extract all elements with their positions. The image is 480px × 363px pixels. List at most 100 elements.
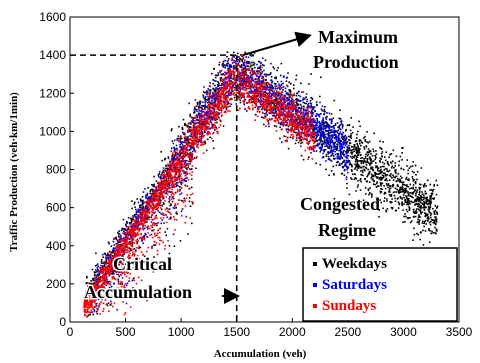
- scatter-point-weekdays: [435, 193, 438, 196]
- scatter-point-weekdays: [429, 206, 432, 208]
- scatter-point-saturdays: [344, 153, 346, 156]
- scatter-point-weekdays: [412, 209, 415, 211]
- scatter-point-weekdays: [381, 174, 384, 177]
- scatter-point-weekdays: [371, 174, 374, 177]
- scatter-point-weekdays: [423, 184, 426, 186]
- scatter-point-weekdays: [174, 191, 177, 194]
- scatter-point-weekdays: [425, 202, 428, 205]
- scatter-point-saturdays: [101, 253, 104, 256]
- scatter-point-weekdays: [288, 81, 290, 84]
- scatter-point-weekdays: [266, 81, 268, 84]
- scatter-point-weekdays: [239, 57, 241, 60]
- scatter-point-weekdays: [407, 197, 409, 200]
- scatter-point-weekdays: [420, 207, 422, 210]
- scatter-point-saturdays: [320, 138, 322, 140]
- scatter-point-saturdays: [278, 84, 281, 87]
- scatter-point-saturdays: [165, 192, 167, 195]
- scatter-point-weekdays: [333, 124, 335, 127]
- scatter-point-saturdays: [184, 138, 186, 140]
- scatter-point-weekdays: [404, 199, 406, 201]
- scatter-point-weekdays: [314, 140, 316, 143]
- scatter-point-weekdays: [124, 264, 126, 266]
- scatter-point-saturdays: [215, 97, 218, 99]
- scatter-point-weekdays: [358, 120, 360, 123]
- scatter-point-saturdays: [248, 76, 250, 79]
- scatter-point-saturdays: [310, 119, 312, 121]
- scatter-point-weekdays: [401, 152, 403, 154]
- scatter-point-saturdays: [230, 64, 232, 67]
- scatter-point-saturdays: [202, 111, 205, 113]
- scatter-point-saturdays: [303, 116, 306, 118]
- scatter-point-saturdays: [228, 90, 230, 92]
- scatter-point-sundays: [191, 165, 194, 167]
- scatter-point-weekdays: [168, 252, 171, 255]
- scatter-point-weekdays: [351, 153, 353, 155]
- scatter-point-saturdays: [205, 124, 207, 126]
- scatter-point-saturdays: [334, 153, 337, 156]
- scatter-point-weekdays: [407, 191, 409, 193]
- scatter-point-saturdays: [123, 237, 126, 240]
- scatter-point-saturdays: [338, 134, 340, 136]
- scatter-point-weekdays: [302, 108, 305, 111]
- scatter-point-saturdays: [263, 91, 265, 93]
- scatter-point-weekdays: [433, 185, 435, 187]
- scatter-point-saturdays: [296, 110, 299, 113]
- scatter-point-saturdays: [138, 222, 141, 225]
- scatter-point-weekdays: [388, 164, 390, 166]
- scatter-point-weekdays: [423, 196, 426, 199]
- scatter-point-saturdays: [188, 135, 191, 137]
- scatter-point-saturdays: [261, 80, 263, 82]
- scatter-point-weekdays: [332, 165, 335, 168]
- scatter-point-saturdays: [163, 171, 165, 173]
- scatter-point-weekdays: [367, 174, 369, 177]
- scatter-point-saturdays: [255, 75, 258, 77]
- scatter-point-saturdays: [126, 282, 129, 285]
- scatter-point-weekdays: [405, 200, 407, 203]
- scatter-point-weekdays: [174, 151, 177, 154]
- scatter-point-weekdays: [330, 113, 333, 115]
- scatter-point-sundays: [305, 126, 308, 129]
- scatter-point-saturdays: [216, 85, 219, 87]
- scatter-point-weekdays: [235, 94, 237, 96]
- scatter-point-weekdays: [363, 165, 365, 168]
- scatter-point-weekdays: [399, 197, 402, 199]
- scatter-point-weekdays: [427, 199, 429, 201]
- scatter-point-weekdays: [202, 105, 205, 107]
- scatter-point-weekdays: [103, 287, 105, 289]
- scatter-point-saturdays: [320, 108, 323, 110]
- scatter-point-weekdays: [132, 218, 134, 221]
- scatter-point-weekdays: [353, 173, 356, 175]
- scatter-point-weekdays: [422, 244, 425, 246]
- scatter-point-weekdays: [396, 191, 398, 193]
- scatter-point-weekdays: [133, 248, 136, 250]
- scatter-point-saturdays: [128, 238, 131, 241]
- scatter-point-saturdays: [318, 115, 321, 118]
- scatter-point-weekdays: [375, 165, 377, 167]
- scatter-point-weekdays: [348, 144, 351, 147]
- scatter-point-weekdays: [338, 117, 340, 120]
- scatter-point-weekdays: [107, 302, 110, 304]
- scatter-point-weekdays: [93, 272, 96, 274]
- scatter-point-weekdays: [426, 197, 428, 200]
- scatter-point-weekdays: [410, 192, 413, 194]
- scatter-point-weekdays: [275, 102, 277, 105]
- scatter-point-weekdays: [337, 135, 340, 137]
- scatter-point-weekdays: [348, 147, 351, 149]
- scatter-point-weekdays: [289, 136, 292, 139]
- scatter-point-saturdays: [159, 189, 161, 191]
- scatter-point-weekdays: [356, 169, 358, 171]
- scatter-point-saturdays: [119, 241, 122, 243]
- scatter-point-saturdays: [331, 134, 333, 136]
- scatter-point-weekdays: [371, 194, 373, 196]
- scatter-point-weekdays: [151, 193, 153, 195]
- scatter-point-saturdays: [142, 202, 145, 204]
- scatter-point-saturdays: [91, 311, 94, 313]
- scatter-point-weekdays: [412, 184, 415, 186]
- scatter-point-saturdays: [266, 105, 268, 107]
- scatter-point-saturdays: [98, 306, 100, 308]
- scatter-point-weekdays: [379, 191, 382, 194]
- scatter-point-weekdays: [407, 169, 409, 172]
- scatter-point-saturdays: [116, 242, 119, 245]
- scatter-point-weekdays: [375, 176, 378, 178]
- scatter-point-saturdays: [250, 78, 253, 80]
